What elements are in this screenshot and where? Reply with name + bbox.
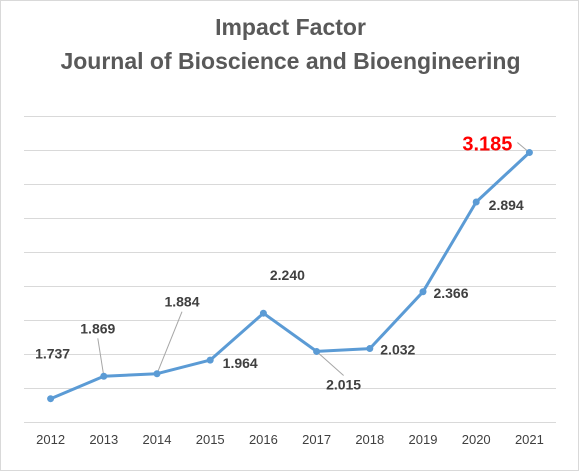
data-label-2021: 3.185: [462, 134, 512, 156]
data-point-2021: [525, 149, 533, 157]
data-point-2019: [419, 288, 427, 296]
data-label-2020: 2.894: [489, 197, 524, 213]
data-label-2017: 2.015: [326, 376, 361, 392]
series-line: [49, 151, 531, 401]
data-point-2020: [472, 198, 480, 206]
data-label-2015: 1.964: [223, 355, 258, 371]
x-tick-label-2021: 2021: [515, 432, 544, 447]
data-point-2012: [47, 395, 55, 403]
x-tick-label-2017: 2017: [302, 432, 331, 447]
data-label-2019: 2.366: [433, 285, 468, 301]
chart-title-line1: Impact Factor: [215, 14, 366, 40]
data-label-2018: 2.032: [380, 342, 415, 358]
x-tick-label-2015: 2015: [196, 432, 225, 447]
data-label-2012: 1.737: [35, 346, 70, 362]
data-label-2014: 1.884: [164, 294, 199, 310]
x-tick-label-2012: 2012: [36, 432, 65, 447]
data-point-2015: [206, 356, 214, 364]
leader-line-2017: [316, 351, 344, 376]
data-label-2013: 1.869: [80, 320, 115, 336]
data-point-2013: [100, 372, 108, 380]
data-point-2016: [259, 309, 267, 317]
x-tick-label-2013: 2013: [89, 432, 118, 447]
leader-line-2013: [97, 338, 105, 377]
leader-line-2014: [156, 311, 183, 374]
x-tick-label-2016: 2016: [249, 432, 278, 447]
data-point-2014: [153, 370, 161, 378]
x-tick-label-2018: 2018: [355, 432, 384, 447]
chart-title-line2: Journal of Bioscience and Bioengineering: [60, 48, 521, 74]
x-tick-label-2020: 2020: [462, 432, 491, 447]
data-point-2018: [366, 345, 374, 353]
x-tick-label-2014: 2014: [143, 432, 172, 447]
data-point-2017: [313, 347, 321, 355]
data-label-2016: 2.240: [270, 267, 305, 283]
x-tick-label-2019: 2019: [409, 432, 438, 447]
